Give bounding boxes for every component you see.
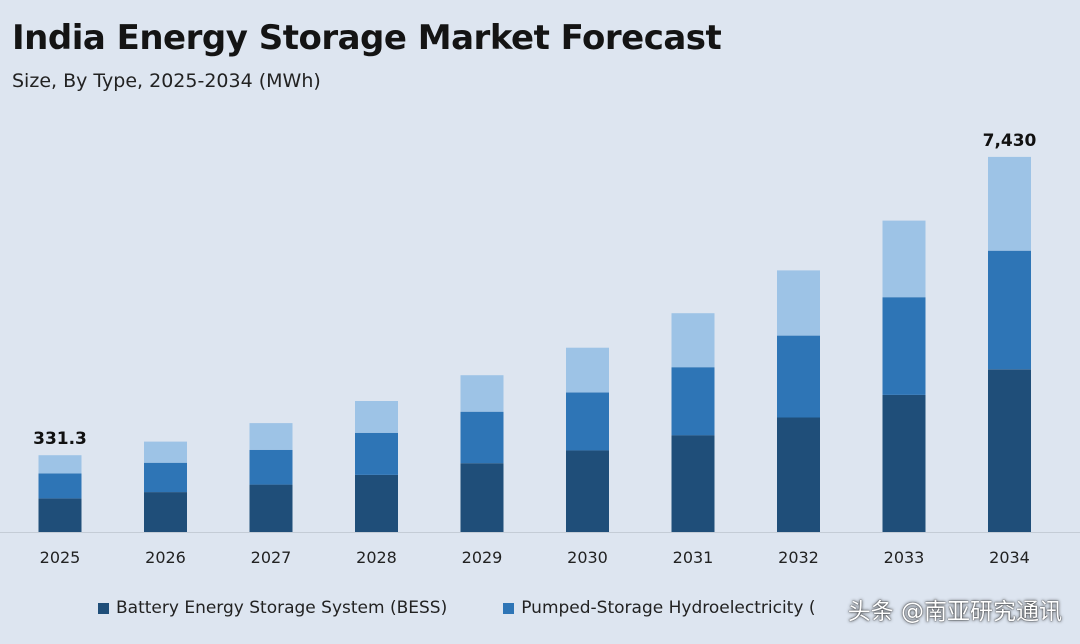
bar-segment-2027-series-2 (249, 423, 293, 450)
x-tick-label-2033: 2033 (884, 548, 925, 567)
bar-segment-2025-series-0 (38, 498, 82, 532)
bar-segment-2031-series-0 (671, 435, 715, 532)
legend-item-pumped: Pumped-Storage Hydroelectricity ( (503, 598, 815, 618)
bar-segment-2031-series-1 (671, 367, 715, 436)
bar-segment-2031-series-2 (671, 313, 715, 368)
x-tick-label-2029: 2029 (462, 548, 503, 567)
bar-segment-2032-series-1 (777, 335, 820, 418)
bar-segment-2034-series-2 (988, 156, 1031, 251)
x-tick-label-2034: 2034 (989, 548, 1030, 567)
bar-segment-2028-series-1 (355, 432, 398, 475)
bar-segment-2034-series-0 (988, 369, 1031, 532)
legend-swatch-pumped (503, 602, 515, 614)
bar-segment-2032-series-0 (777, 417, 820, 532)
x-tick-label-2032: 2032 (778, 548, 819, 567)
bars-group (38, 156, 1031, 532)
bar-segment-2026-series-1 (144, 462, 187, 493)
bar-segment-2029-series-1 (460, 411, 504, 464)
x-tick-label-2028: 2028 (356, 548, 397, 567)
chart-title: India Energy Storage Market Forecast (12, 18, 722, 58)
bar-segment-2025-series-2 (38, 455, 82, 474)
bar-segment-2030-series-1 (566, 392, 609, 451)
bar-segment-2030-series-2 (566, 347, 609, 393)
bar-segment-2026-series-2 (144, 441, 187, 463)
x-tick-label-2026: 2026 (145, 548, 186, 567)
x-tick-labels: 2025 2026 2027 2028 2029 2030 2031 2032 2033 2034 (40, 548, 1030, 567)
legend: Battery Energy Storage System (BESS) Pum… (98, 598, 871, 618)
x-tick-label-2025: 2025 (40, 548, 81, 567)
chart-subtitle: Size, By Type, 2025-2034 (MWh) (12, 70, 321, 92)
bar-segment-2033-series-0 (882, 394, 926, 532)
bar-segment-2028-series-2 (355, 401, 398, 433)
bar-segment-2034-series-1 (988, 250, 1031, 370)
bar-segment-2026-series-0 (144, 492, 187, 532)
x-tick-label-2030: 2030 (567, 548, 608, 567)
x-tick-label-2027: 2027 (251, 548, 292, 567)
watermark: 头条 @南亚研究通讯 (847, 599, 1062, 625)
bar-segment-2029-series-0 (460, 463, 504, 532)
bar-segment-2033-series-2 (882, 220, 926, 298)
x-tick-label-2031: 2031 (673, 548, 714, 567)
bar-segment-2033-series-1 (882, 297, 926, 395)
data-labels: 331.3 7,430 (33, 131, 1036, 449)
data-label-2025: 331.3 (33, 429, 87, 449)
bar-segment-2029-series-2 (460, 375, 504, 412)
legend-label-pumped: Pumped-Storage Hydroelectricity ( (521, 598, 816, 618)
legend-item-bess: Battery Energy Storage System (BESS) (98, 598, 447, 618)
bar-segment-2027-series-1 (249, 449, 293, 485)
bar-segment-2032-series-2 (777, 270, 820, 336)
data-label-2034: 7,430 (983, 131, 1037, 151)
bar-segment-2030-series-0 (566, 450, 609, 532)
legend-label-bess: Battery Energy Storage System (BESS) (116, 598, 448, 618)
legend-swatch-bess (98, 602, 109, 614)
bar-segment-2027-series-0 (249, 484, 293, 532)
bar-segment-2028-series-0 (355, 474, 398, 532)
stacked-bar-chart: 2025 2026 2027 2028 2029 2030 2031 2032 2033 2034… (0, 131, 1080, 567)
bar-segment-2025-series-1 (38, 473, 82, 499)
